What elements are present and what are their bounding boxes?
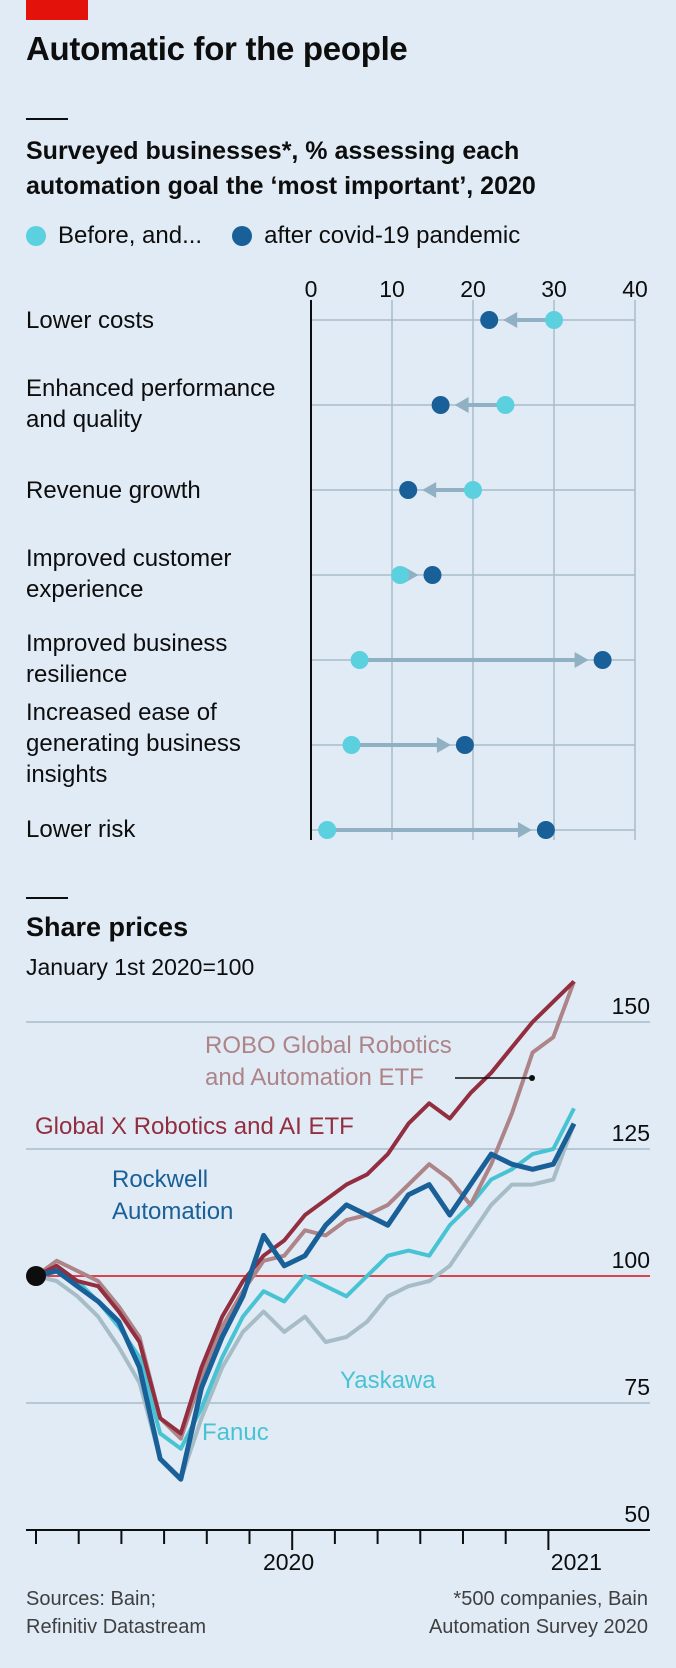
brand-red-tab (26, 0, 88, 20)
y-tick-label: 50 (624, 1501, 650, 1527)
before-dot (464, 481, 482, 499)
after-dot (423, 566, 442, 584)
legend-before-label: Before, and... (58, 222, 203, 249)
legend-before: Before, and... (26, 222, 202, 250)
change-arrow-head (503, 312, 518, 328)
before-dot (391, 566, 410, 584)
category-label: Lower costs (26, 307, 155, 334)
before-dot (350, 651, 369, 669)
chart2-title: Share prices (26, 912, 189, 942)
x-tick-label: 20 (460, 276, 486, 302)
robo-leader-dot (529, 1075, 535, 1081)
robo-line (34, 980, 576, 1441)
after-dot (480, 311, 499, 329)
x-label-2021: 2021 (551, 1549, 602, 1575)
yaskawa-label: Yaskawa (340, 1367, 436, 1394)
change-arrow-head (422, 482, 437, 498)
before-dot (342, 736, 361, 754)
category-label: Enhanced performance and quality (26, 375, 276, 433)
chart1-legend: Before, and... after covid-19 pandemic (26, 222, 550, 250)
after-dot (536, 821, 555, 839)
rockwell-label-line2: Automation (112, 1198, 233, 1225)
category-label: Increased ease of generating business in… (26, 699, 241, 788)
change-arrow-head (436, 737, 451, 753)
x-label-2020: 2020 (263, 1549, 314, 1575)
before-dot (496, 396, 515, 414)
chart1-rule (26, 118, 68, 120)
sources-note: Sources: Bain; Refinitiv Datastream (26, 1588, 207, 1638)
x-tick-label: 40 (622, 276, 648, 302)
fanuc-label: Fanuc (202, 1419, 269, 1446)
category-label: Improved customer experience (26, 545, 232, 603)
after-dot (455, 736, 474, 754)
robo-label-line1: ROBO Global Robotics (205, 1032, 452, 1059)
legend-after-dot (232, 226, 253, 246)
chart1-title: Surveyed businesses*, % assessing each a… (26, 137, 536, 200)
before-dot (318, 821, 337, 839)
before-dot (545, 311, 563, 329)
change-arrow-head (454, 397, 469, 413)
after-dot (399, 481, 418, 499)
category-label: Improved business resilience (26, 630, 228, 688)
yaskawa-line (35, 1122, 576, 1482)
x-tick-label: 30 (541, 276, 567, 302)
after-dot (431, 396, 450, 414)
category-label: Lower risk (26, 816, 136, 843)
y-tick-label: 150 (612, 993, 650, 1019)
x-tick-label: 0 (305, 276, 318, 302)
x-tick-label: 10 (379, 276, 405, 302)
legend-after: after covid-19 pandemic (232, 222, 520, 250)
robo-label-line2: and Automation ETF (205, 1064, 424, 1091)
globalx-label: Global X Robotics and AI ETF (35, 1113, 354, 1140)
start-point-marker (26, 1266, 46, 1286)
y-tick-label: 125 (612, 1120, 650, 1146)
globalx-line (35, 979, 576, 1436)
legend-after-label: after covid-19 pandemic (264, 222, 521, 249)
legend-before-dot (26, 226, 46, 246)
footnote: *500 companies, Bain Automation Survey 2… (428, 1588, 648, 1638)
change-arrow-head (574, 652, 589, 668)
dot-arrow-chart: 0 10 20 30 40 (305, 276, 648, 840)
change-arrow-head (517, 822, 532, 838)
rockwell-label-line1: Rockwell (112, 1166, 208, 1193)
after-dot (593, 651, 612, 669)
chart2-subtitle: January 1st 2020=100 (26, 954, 255, 980)
y-tick-label: 75 (624, 1374, 650, 1400)
y-tick-label: 100 (612, 1247, 650, 1273)
rockwell-line (35, 1122, 577, 1482)
category-label: Revenue growth (26, 477, 201, 504)
page-title: Automatic for the people (26, 30, 408, 67)
chart2-rule (26, 897, 68, 899)
